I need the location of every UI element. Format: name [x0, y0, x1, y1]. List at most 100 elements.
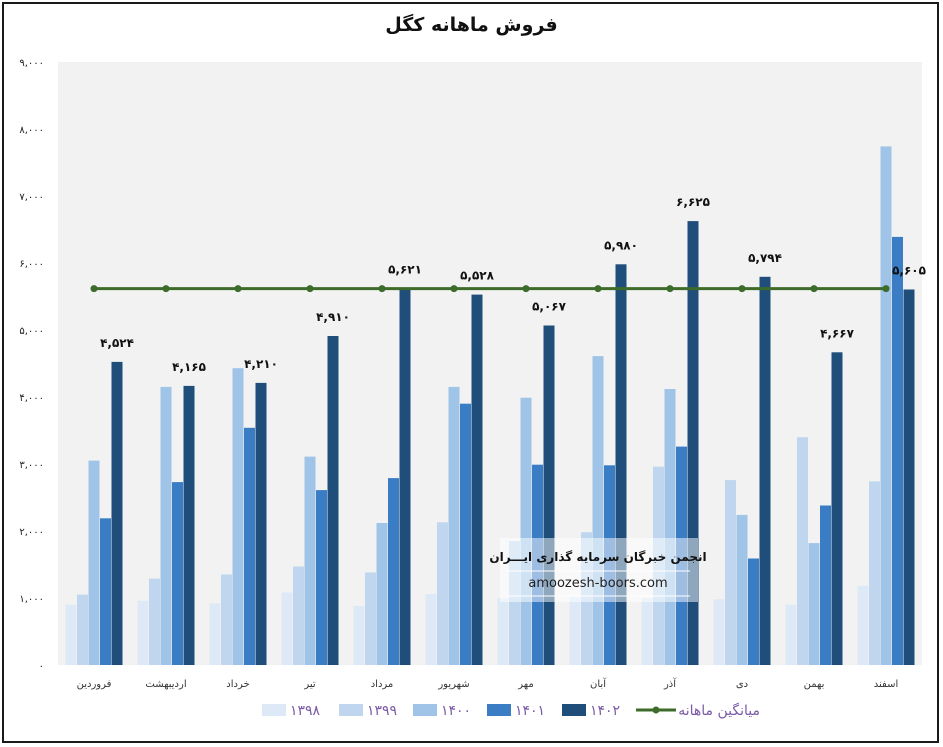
bar [831, 352, 843, 665]
bar [399, 288, 411, 665]
bar [641, 598, 653, 665]
bar [365, 572, 376, 665]
legend-swatch [262, 704, 286, 716]
bar [857, 585, 869, 665]
bar [376, 523, 388, 665]
bar [797, 437, 808, 665]
legend-label: میانگین ماهانه [678, 702, 760, 719]
legend-label: ۱۴۰۲ [590, 703, 620, 719]
legend-swatch [487, 704, 511, 716]
average-marker [450, 285, 458, 293]
bar [592, 356, 604, 665]
legend-label: ۱۳۹۸ [290, 703, 321, 719]
bar [820, 505, 831, 665]
y-tick-label: ۲,۰۰۰ [19, 527, 44, 538]
x-tick-label: آذر [663, 677, 677, 690]
bar [137, 600, 149, 665]
data-label: ۵,۵۲۸ [460, 269, 495, 283]
average-marker [738, 285, 746, 293]
data-label: ۴,۱۶۵ [172, 360, 206, 374]
x-axis: فروردین اردیبهشت خرداد تیر مرداد شهریور مهر آبا… [77, 677, 899, 690]
bar [327, 336, 339, 665]
bar [460, 403, 471, 665]
bar [725, 480, 736, 665]
data-label: ۵,۰۶۷ [532, 300, 567, 314]
y-tick-label: ۱,۰۰۰ [19, 594, 44, 605]
bar [65, 604, 77, 665]
x-tick-label: مرداد [371, 679, 394, 690]
y-tick-label: ۹,۰۰۰ [19, 58, 44, 69]
legend-swatch [339, 704, 363, 716]
average-marker [594, 285, 602, 293]
bar [316, 490, 327, 665]
bar [304, 456, 316, 665]
data-label: ۴,۲۱۰ [244, 357, 278, 371]
watermark: انجمن خبرگان سرمایه گذاری ایـــران amooz… [489, 538, 707, 602]
legend-label: ۱۴۰۱ [515, 703, 545, 719]
average-marker [378, 285, 386, 293]
data-label: ۴,۹۱۰ [316, 310, 350, 324]
bar [664, 389, 676, 665]
bar [471, 294, 483, 665]
bar [509, 541, 520, 665]
bar [388, 478, 399, 665]
bar [209, 603, 221, 665]
bar [255, 382, 267, 665]
watermark-bg [500, 538, 698, 602]
bar [244, 427, 255, 665]
bar [232, 368, 244, 665]
bar [353, 606, 365, 665]
watermark-url: amoozesh-boors.com [528, 576, 667, 591]
bar [497, 598, 509, 665]
data-label: ۵,۶۲۱ [388, 262, 422, 276]
bar [520, 397, 532, 665]
bar [293, 566, 304, 665]
average-marker [666, 285, 674, 293]
bar [903, 289, 915, 665]
x-tick-label: دی [736, 679, 748, 690]
x-tick-label: شهریور [437, 679, 469, 690]
average-line [90, 285, 890, 293]
bar [172, 482, 183, 665]
average-marker [234, 285, 242, 293]
x-tick-label: آبان [590, 677, 607, 690]
bar [569, 596, 581, 665]
y-tick-label: ۵,۰۰۰ [19, 326, 44, 337]
y-tick-label: ۴,۰۰۰ [19, 393, 44, 404]
average-marker [306, 285, 314, 293]
legend-label: ۱۴۰۰ [441, 703, 471, 719]
legend: میانگین ماهانه ۱۳۹۸ ۱۳۹۹ ۱۴۰۰ ۱۴۰۱ ۱۴۰۲ [262, 702, 760, 719]
bar [543, 325, 555, 665]
bar [785, 604, 797, 665]
bar [221, 574, 232, 665]
bar [892, 236, 903, 665]
data-label: ۵,۷۹۴ [748, 251, 782, 265]
watermark-title: انجمن خبرگان سرمایه گذاری ایـــران [489, 550, 706, 564]
legend-label: ۱۳۹۹ [367, 703, 397, 719]
data-label: ۴,۶۶۷ [820, 326, 855, 340]
bar [425, 594, 437, 665]
legend-swatch [562, 704, 586, 716]
data-labels: ۴,۵۲۴ ۴,۱۶۵ ۴,۲۱۰ ۴,۹۱۰ ۵,۶۲۱ ۵,۵۲۸ ۵,۰۶۷ ۵,۹۸۰… [100, 195, 926, 374]
average-marker [162, 285, 170, 293]
x-tick-label: مهر [517, 679, 533, 690]
y-tick-label: ۸,۰۰۰ [19, 125, 44, 136]
y-axis: ۰ ۱,۰۰۰ ۲,۰۰۰ ۳,۰۰۰ ۴,۰۰۰ ۵,۰۰۰ ۶,۰۰۰ ۷,۰۰۰ ۸,۰۰… [19, 58, 44, 672]
average-marker [810, 285, 818, 293]
legend-swatch [413, 704, 437, 716]
bar [687, 221, 699, 665]
bar [736, 514, 748, 665]
bar [748, 558, 759, 665]
bar [160, 386, 172, 665]
average-marker [522, 285, 530, 293]
bar [183, 385, 195, 665]
bar [111, 361, 123, 665]
bar [149, 578, 160, 665]
bar [615, 264, 627, 665]
bar [100, 518, 111, 665]
bar [88, 460, 100, 665]
average-marker [90, 285, 98, 293]
bar [281, 592, 293, 665]
bar [448, 386, 460, 665]
